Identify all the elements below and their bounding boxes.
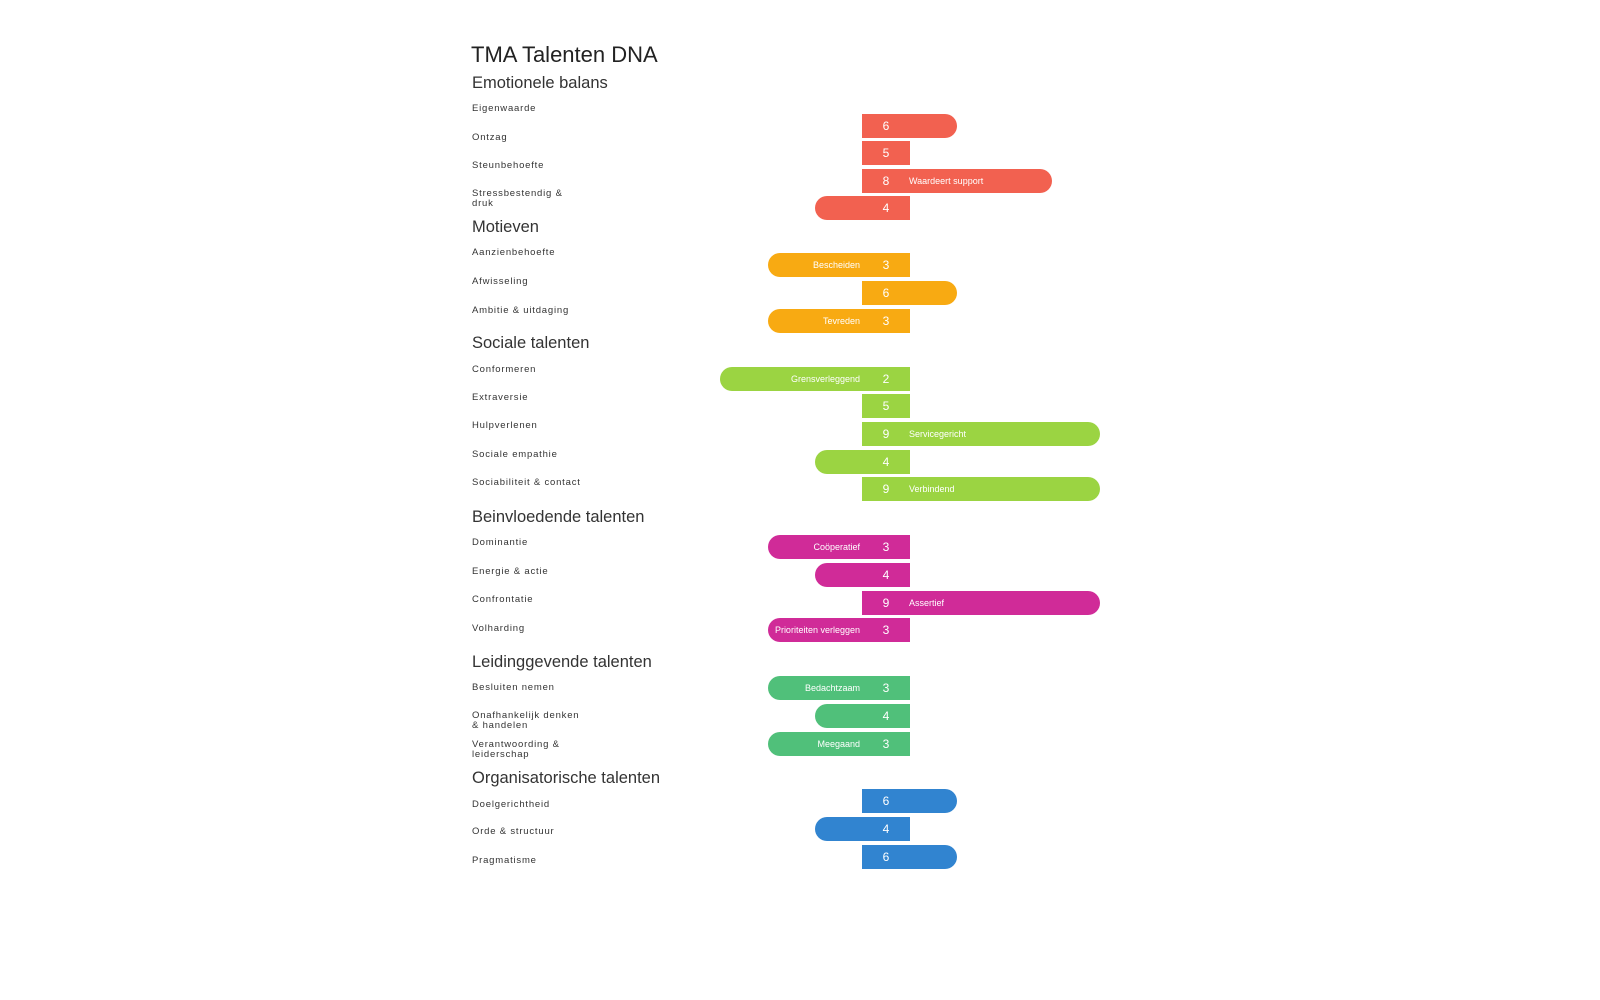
value-label: 3 — [882, 258, 890, 272]
value-label: 6 — [882, 119, 890, 133]
bar: 4 — [815, 196, 910, 220]
category-label: Pragmatisme — [472, 855, 537, 866]
category-label: Volharding — [472, 623, 525, 634]
category-label: Onafhankelijk denken & handelen — [472, 710, 580, 731]
bar: 9 Servicegericht — [862, 422, 1100, 446]
category-label: Doelgerichtheid — [472, 799, 551, 810]
bar: 9 Assertief — [862, 591, 1100, 615]
trait-label: Verbindend — [909, 484, 955, 494]
section-heading: Leidinggevende talenten — [472, 653, 652, 671]
value-label: 6 — [882, 850, 890, 864]
bar: 2 Grensverleggend — [720, 367, 910, 391]
chart-title: TMA Talenten DNA — [471, 42, 658, 67]
value-label: 3 — [882, 314, 890, 328]
value-label: 3 — [882, 681, 890, 695]
category-label: Orde & structuur — [472, 826, 555, 837]
trait-label: Prioriteiten verleggen — [774, 625, 860, 635]
bar: 4 — [815, 817, 910, 841]
value-label: 2 — [882, 372, 890, 386]
bar: 6 — [862, 789, 957, 813]
bar: 6 — [862, 845, 957, 869]
value-label: 9 — [882, 596, 890, 610]
category-label: Besluiten nemen — [472, 682, 555, 693]
value-label: 5 — [882, 146, 890, 160]
bar: 3 Bedachtzaam — [767, 676, 910, 700]
category-label: Confrontatie — [472, 594, 534, 605]
category-label: Hulpverlenen — [472, 420, 538, 431]
value-label: 3 — [882, 540, 890, 554]
category-label: Conformeren — [472, 364, 537, 375]
category-label: Verantwoording & leiderschap — [472, 739, 560, 760]
trait-label: Coöperatief — [813, 542, 860, 552]
value-label: 4 — [882, 568, 890, 582]
value-label: 5 — [882, 399, 890, 413]
trait-label: Assertief — [909, 598, 945, 608]
value-label: 6 — [882, 794, 890, 808]
section-heading: Organisatorische talenten — [472, 769, 661, 787]
value-label: 4 — [882, 455, 890, 469]
bar: 5 — [862, 394, 910, 418]
bar: 9 Verbindend — [862, 477, 1100, 501]
category-label: Afwisseling — [472, 276, 529, 287]
bar: 8 Waardeert support — [862, 169, 1052, 193]
bar: 3 Coöperatief — [767, 535, 910, 559]
trait-label: Waardeert support — [909, 176, 984, 186]
category-label: Energie & actie — [472, 566, 549, 577]
value-label: 3 — [882, 737, 890, 751]
value-label: 6 — [882, 286, 890, 300]
trait-label: Tevreden — [822, 316, 860, 326]
category-label: Sociale empathie — [472, 449, 558, 460]
bar: 4 — [815, 563, 910, 587]
bar: 6 — [862, 114, 957, 138]
value-label: 9 — [882, 482, 890, 496]
value-label: 9 — [882, 427, 890, 441]
value-label: 4 — [882, 822, 890, 836]
bar: 6 — [862, 281, 957, 305]
category-label: Stressbestendig & druk — [472, 188, 563, 209]
value-label: 8 — [882, 174, 890, 188]
bar: 3 Tevreden — [767, 309, 910, 333]
bar: 3 Prioriteiten verleggen — [767, 618, 910, 642]
section-heading: Sociale talenten — [472, 334, 590, 352]
trait-label: Grensverleggend — [790, 374, 860, 384]
trait-label: Bedachtzaam — [804, 683, 860, 693]
value-label: 4 — [882, 709, 890, 723]
category-label: Dominantie — [472, 537, 529, 548]
section-heading: Motieven — [472, 218, 539, 236]
category-label: Sociabiliteit & contact — [472, 477, 581, 488]
section-heading: Emotionele balans — [472, 74, 608, 92]
bar: 5 — [862, 141, 910, 165]
category-label: Steunbehoefte — [472, 160, 545, 171]
value-label: 3 — [882, 623, 890, 637]
section-heading: Beinvloedende talenten — [472, 508, 645, 526]
bar: 3 Meegaand — [767, 732, 910, 756]
trait-label: Servicegericht — [909, 429, 967, 439]
category-label: Ambitie & uitdaging — [472, 305, 570, 316]
category-label: Ontzag — [472, 132, 508, 143]
category-label: Extraversie — [472, 392, 529, 403]
category-label: Aanzienbehoefte — [472, 247, 556, 258]
trait-label: Meegaand — [817, 739, 860, 749]
bar: 4 — [815, 450, 910, 474]
category-label: Eigenwaarde — [472, 103, 537, 114]
bar: 4 — [815, 704, 910, 728]
trait-label: Bescheiden — [812, 260, 860, 270]
value-label: 4 — [882, 201, 890, 215]
bar: 3 Bescheiden — [767, 253, 910, 277]
